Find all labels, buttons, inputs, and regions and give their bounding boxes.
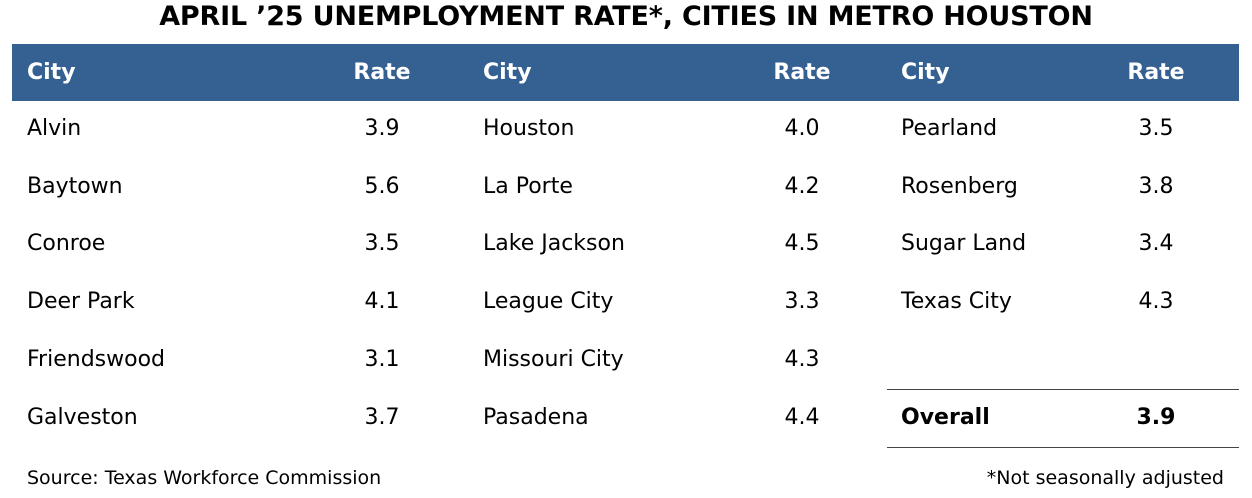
city-cell: Sugar Land	[901, 231, 1027, 256]
table-header-band	[12, 44, 1239, 101]
city-cell: Houston	[483, 116, 575, 141]
rate-cell: 3.8	[1138, 174, 1174, 199]
city-cell: Rosenberg	[901, 174, 1018, 199]
city-cell: Missouri City	[483, 347, 624, 372]
rate-cell: 4.0	[784, 116, 820, 141]
column-header-city-3: City	[901, 60, 950, 85]
column-header-rate-3: Rate	[1127, 60, 1185, 85]
rate-cell: 4.4	[784, 405, 820, 430]
column-header-rate-2: Rate	[773, 60, 831, 85]
rate-cell: 4.1	[364, 289, 400, 314]
overall-label: Overall	[901, 405, 990, 430]
rate-cell: 3.4	[1138, 231, 1174, 256]
rate-cell: 3.1	[364, 347, 400, 372]
rate-cell: 4.3	[784, 347, 820, 372]
rate-cell: 3.5	[364, 231, 400, 256]
city-cell: Pearland	[901, 116, 998, 141]
city-cell: Pasadena	[483, 405, 589, 430]
rate-cell: 3.7	[364, 405, 400, 430]
column-header-city-1: City	[27, 60, 76, 85]
rate-cell: 4.2	[784, 174, 820, 199]
column-header-city-2: City	[483, 60, 532, 85]
table-title: APRIL ’25 UNEMPLOYMENT RATE*, CITIES IN …	[159, 1, 1093, 32]
overall-bottom-rule	[887, 447, 1239, 448]
column-header-rate-1: Rate	[353, 60, 411, 85]
rate-cell: 4.5	[784, 231, 820, 256]
rate-cell: 3.9	[364, 116, 400, 141]
city-cell: Lake Jackson	[483, 231, 625, 256]
city-cell: Texas City	[901, 289, 1012, 314]
overall-rate: 3.9	[1136, 405, 1176, 430]
rate-cell: 3.3	[784, 289, 820, 314]
city-cell: La Porte	[483, 174, 573, 199]
city-cell: Alvin	[27, 116, 82, 141]
footnote: *Not seasonally adjusted	[986, 467, 1224, 489]
city-cell: Friendswood	[27, 347, 165, 372]
rate-cell: 5.6	[364, 174, 400, 199]
rate-cell: 4.3	[1138, 289, 1174, 314]
city-cell: Conroe	[27, 231, 106, 256]
rate-cell: 3.5	[1138, 116, 1174, 141]
city-cell: Galveston	[27, 405, 138, 430]
city-cell: Deer Park	[27, 289, 135, 314]
city-cell: Baytown	[27, 174, 123, 199]
overall-top-rule	[887, 389, 1239, 390]
source-note: Source: Texas Workforce Commission	[27, 467, 382, 489]
city-cell: League City	[483, 289, 614, 314]
